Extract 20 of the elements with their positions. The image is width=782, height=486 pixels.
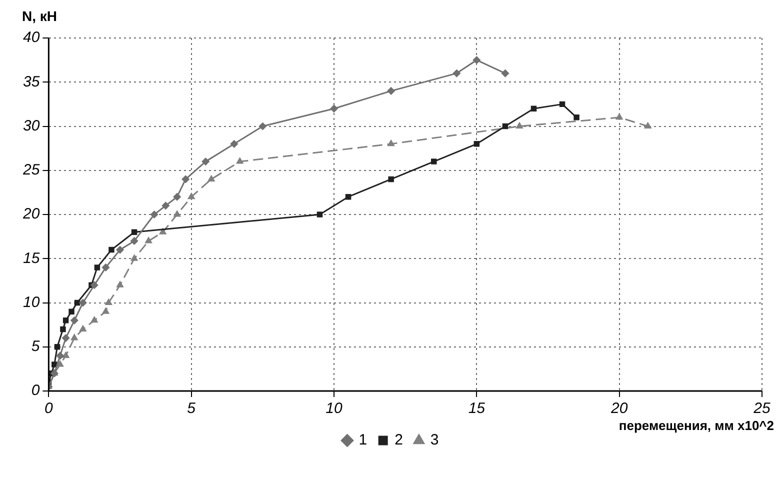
y-axis-title: N, кН (22, 8, 58, 24)
x-tick-label: 25 (752, 400, 771, 418)
y-tick-label: 35 (22, 73, 40, 90)
x-tick-label: 10 (326, 400, 344, 418)
x-tick-label: 20 (610, 400, 628, 418)
y-tick-label: 15 (22, 250, 40, 267)
y-tick-label: 20 (22, 206, 40, 223)
y-tick-label: 10 (22, 294, 40, 311)
legend-label: 1 (358, 432, 368, 449)
x-tick-label: 0 (44, 400, 54, 418)
x-tick-label: 5 (187, 400, 196, 418)
legend-label: 2 (394, 432, 403, 449)
y-tick-label: 0 (31, 382, 40, 400)
y-tick-label: 30 (22, 117, 40, 134)
x-axis-title: перемещения, мм x10^2 (618, 418, 774, 433)
legend-label: 3 (430, 432, 439, 449)
x-tick-label: 15 (468, 400, 486, 418)
y-tick-label: 25 (22, 162, 40, 179)
y-tick-label: 5 (31, 338, 40, 356)
y-tick-label: 40 (22, 29, 40, 46)
